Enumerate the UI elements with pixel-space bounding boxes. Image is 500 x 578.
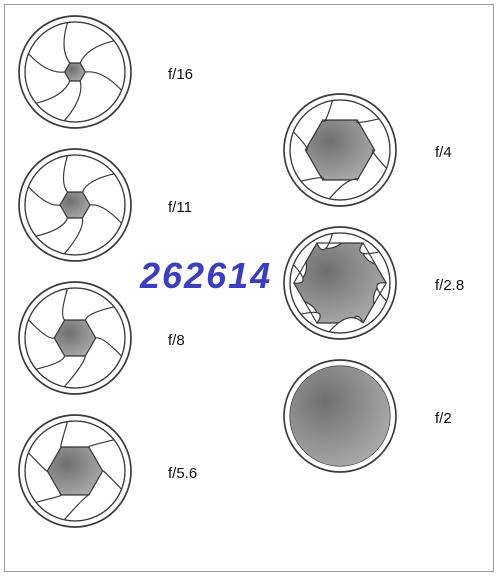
aperture-label-a4: f/4 xyxy=(435,144,452,161)
aperture-a4 xyxy=(282,92,398,208)
aperture-a28 xyxy=(282,225,398,341)
aperture-label-a28: f/2.8 xyxy=(435,277,464,294)
aperture-a56 xyxy=(17,413,133,529)
aperture-a2 xyxy=(282,358,398,474)
aperture-label-a11: f/11 xyxy=(168,199,192,216)
aperture-label-a16: f/16 xyxy=(168,66,193,83)
aperture-label-a56: f/5.6 xyxy=(168,465,197,482)
aperture-label-a8: f/8 xyxy=(168,332,185,349)
aperture-a8 xyxy=(17,280,133,396)
aperture-label-a2: f/2 xyxy=(435,410,452,427)
aperture-a11 xyxy=(17,147,133,263)
aperture-a16 xyxy=(17,14,133,130)
